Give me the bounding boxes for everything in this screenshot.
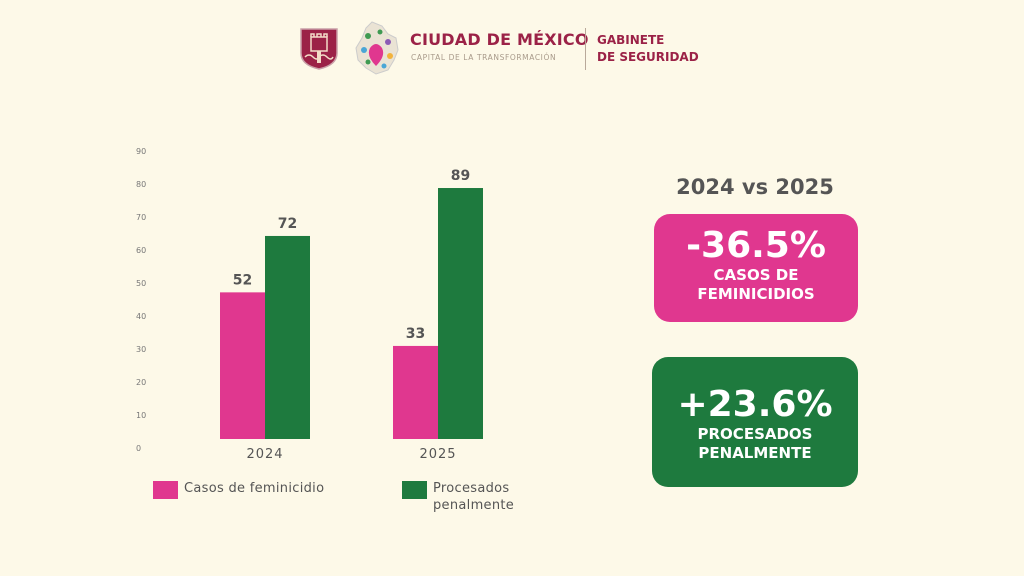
bar <box>220 292 265 439</box>
brand-title: CIUDAD DE MÉXICO <box>410 30 589 49</box>
data-label: 89 <box>451 168 470 184</box>
y-tick-label: 40 <box>136 312 146 321</box>
percent-change: -36.5% <box>686 225 826 266</box>
data-label: 33 <box>406 326 425 342</box>
cdmx-shield-icon <box>300 28 338 70</box>
x-axis-labels: 2024 2025 <box>246 447 456 462</box>
procesados-change-card: +23.6% PROCESADOS PENALMENTE <box>652 357 858 487</box>
legend-label: Casos de feminicidio <box>184 481 325 496</box>
bar <box>438 188 483 439</box>
legend-label: Procesados penalmente <box>433 481 515 513</box>
legend-item-feminicidio: Casos de feminicidio <box>153 480 364 499</box>
y-tick-label: 20 <box>136 378 146 387</box>
legend-item-procesados: Procesados penalmente <box>402 480 543 514</box>
card-label-line2: PENALMENTE <box>698 444 812 462</box>
card-label-line1: PROCESADOS <box>697 425 813 443</box>
card-label-line1: CASOS DE <box>713 266 799 284</box>
brand-subtitle: CAPITAL DE LA TRANSFORMACIÓN <box>411 53 557 62</box>
data-label: 52 <box>233 272 252 288</box>
y-tick-label: 70 <box>136 213 146 222</box>
y-tick-label: 0 <box>136 444 141 453</box>
data-label: 72 <box>278 216 297 232</box>
legend-swatch-green <box>402 481 427 499</box>
y-tick-label: 50 <box>136 279 146 288</box>
value-labels: 52 72 33 89 <box>233 168 470 342</box>
department-line1: GABINETE <box>597 33 665 47</box>
y-tick-label: 90 <box>136 147 146 156</box>
header: CIUDAD DE MÉXICO CAPITAL DE LA TRANSFORM… <box>0 0 1024 90</box>
cdmx-map-logo-icon <box>355 21 399 75</box>
header-divider <box>585 28 586 70</box>
y-tick-label: 60 <box>136 246 146 255</box>
x-tick-label: 2025 <box>419 447 456 462</box>
card-label-line2: FEMINICIDIOS <box>697 285 815 303</box>
feminicidios-change-card: -36.5% CASOS DE FEMINICIDIOS <box>654 214 858 322</box>
percent-change: +23.6% <box>677 384 833 425</box>
bars <box>220 188 483 439</box>
y-tick-label: 10 <box>136 411 146 420</box>
comparison-title: 2024 vs 2025 <box>676 175 834 199</box>
legend-swatch-pink <box>153 481 178 499</box>
x-tick-label: 2024 <box>246 447 283 462</box>
department-line2: DE SEGURIDAD <box>597 50 699 64</box>
bar <box>393 345 438 439</box>
y-tick-label: 80 <box>136 180 146 189</box>
y-axis-ticks: 0 10 20 30 40 50 60 70 80 90 <box>136 147 146 453</box>
bar <box>265 235 310 439</box>
y-tick-label: 30 <box>136 345 146 354</box>
